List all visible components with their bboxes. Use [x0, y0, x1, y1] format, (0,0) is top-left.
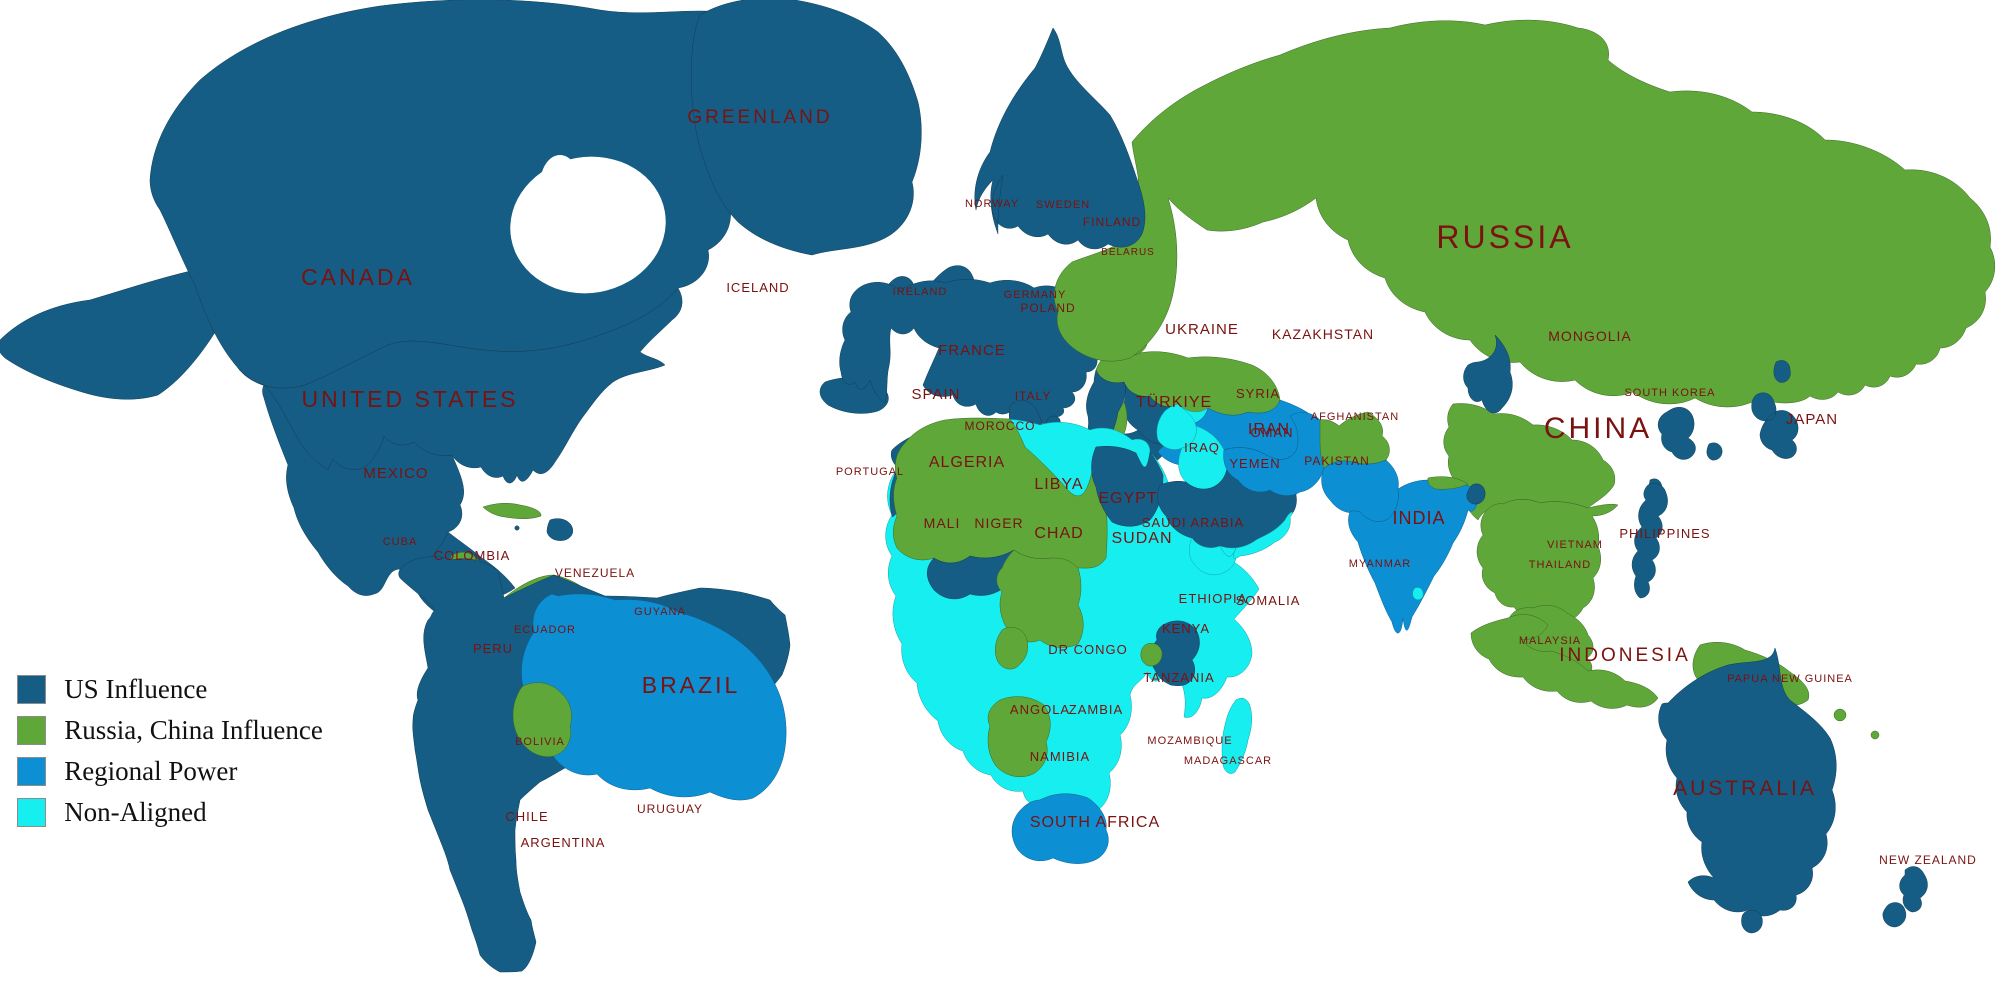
svg-text:BOLIVIA: BOLIVIA [515, 736, 565, 748]
svg-text:BELARUS: BELARUS [1101, 247, 1155, 258]
svg-text:NORWAY: NORWAY [965, 198, 1019, 210]
svg-text:GUYANA: GUYANA [634, 606, 686, 618]
svg-text:MADAGASCAR: MADAGASCAR [1184, 755, 1272, 767]
svg-text:CHINA: CHINA [1544, 412, 1652, 445]
svg-text:MYANMAR: MYANMAR [1349, 558, 1411, 570]
svg-text:SOUTH KOREA: SOUTH KOREA [1624, 387, 1715, 399]
svg-text:MONGOLIA: MONGOLIA [1548, 328, 1631, 344]
svg-text:MOROCCO: MOROCCO [965, 419, 1036, 433]
svg-text:SUDAN: SUDAN [1111, 530, 1172, 547]
svg-text:FINLAND: FINLAND [1083, 215, 1141, 229]
svg-text:ARGENTINA: ARGENTINA [521, 835, 606, 850]
svg-text:ANGOLA: ANGOLA [1010, 702, 1070, 717]
svg-text:AUSTRALIA: AUSTRALIA [1673, 777, 1817, 800]
svg-text:PERU: PERU [473, 641, 513, 656]
svg-text:SYRIA: SYRIA [1236, 386, 1280, 401]
svg-text:ZAMBIA: ZAMBIA [1069, 702, 1123, 717]
svg-text:KENYA: KENYA [1162, 621, 1210, 636]
svg-text:IRELAND: IRELAND [893, 286, 948, 298]
svg-text:VENEZUELA: VENEZUELA [555, 566, 635, 580]
svg-text:MOZAMBIQUE: MOZAMBIQUE [1147, 735, 1232, 747]
svg-text:IRAQ: IRAQ [1184, 440, 1220, 455]
svg-text:INDONESIA: INDONESIA [1559, 645, 1691, 666]
svg-text:INDIA: INDIA [1392, 508, 1445, 528]
svg-text:ITALY: ITALY [1015, 389, 1052, 403]
svg-text:ICELAND: ICELAND [726, 280, 789, 295]
svg-text:PORTUGAL: PORTUGAL [836, 466, 904, 478]
svg-text:JAPAN: JAPAN [1786, 411, 1838, 428]
svg-text:EGYPT: EGYPT [1098, 490, 1157, 507]
svg-text:SAUDI ARABIA: SAUDI ARABIA [1142, 515, 1244, 530]
svg-text:LIBYA: LIBYA [1034, 476, 1083, 493]
svg-text:BRAZIL: BRAZIL [642, 672, 741, 698]
svg-text:ALGERIA: ALGERIA [929, 454, 1005, 471]
svg-text:TANZANIA: TANZANIA [1143, 670, 1214, 685]
svg-text:THAILAND: THAILAND [1529, 559, 1591, 571]
svg-text:GERMANY: GERMANY [1004, 289, 1067, 301]
svg-text:CHILE: CHILE [505, 809, 548, 824]
svg-text:POLAND: POLAND [1020, 301, 1075, 315]
svg-text:UKRAINE: UKRAINE [1165, 321, 1239, 338]
svg-text:SOUTH AFRICA: SOUTH AFRICA [1030, 814, 1160, 831]
svg-text:YEMEN: YEMEN [1229, 456, 1280, 471]
svg-text:NEW ZEALAND: NEW ZEALAND [1879, 853, 1977, 867]
svg-text:AFGHANISTAN: AFGHANISTAN [1311, 411, 1399, 423]
svg-text:SOMALIA: SOMALIA [1236, 593, 1301, 608]
svg-text:PAKISTAN: PAKISTAN [1304, 454, 1370, 468]
svg-text:SPAIN: SPAIN [912, 386, 961, 403]
svg-text:MEXICO: MEXICO [363, 465, 428, 482]
svg-text:OMAN: OMAN [1251, 425, 1294, 440]
svg-text:CHAD: CHAD [1034, 525, 1083, 542]
svg-text:TÜRKIYE: TÜRKIYE [1136, 393, 1212, 411]
svg-text:KAZAKHSTAN: KAZAKHSTAN [1272, 326, 1374, 342]
svg-text:RUSSIA: RUSSIA [1436, 219, 1573, 255]
svg-text:GREENLAND: GREENLAND [687, 107, 832, 128]
svg-text:VIETNAM: VIETNAM [1547, 539, 1603, 551]
svg-text:CANADA: CANADA [301, 264, 415, 290]
svg-text:UNITED STATES: UNITED STATES [301, 386, 518, 412]
svg-text:MALI: MALI [924, 515, 961, 531]
svg-text:URUGUAY: URUGUAY [637, 802, 703, 816]
svg-text:PHILIPPINES: PHILIPPINES [1619, 526, 1710, 541]
svg-text:NIGER: NIGER [974, 515, 1023, 531]
svg-text:ECUADOR: ECUADOR [514, 624, 576, 636]
svg-text:CUBA: CUBA [383, 536, 418, 548]
svg-text:PAPUA NEW GUINEA: PAPUA NEW GUINEA [1727, 673, 1853, 685]
svg-text:SWEDEN: SWEDEN [1036, 199, 1090, 211]
svg-text:MALAYSIA: MALAYSIA [1519, 635, 1581, 647]
svg-text:COLOMBIA: COLOMBIA [434, 548, 511, 563]
svg-text:DR CONGO: DR CONGO [1048, 642, 1128, 657]
svg-text:NAMIBIA: NAMIBIA [1030, 749, 1090, 764]
svg-text:FRANCE: FRANCE [938, 342, 1006, 359]
